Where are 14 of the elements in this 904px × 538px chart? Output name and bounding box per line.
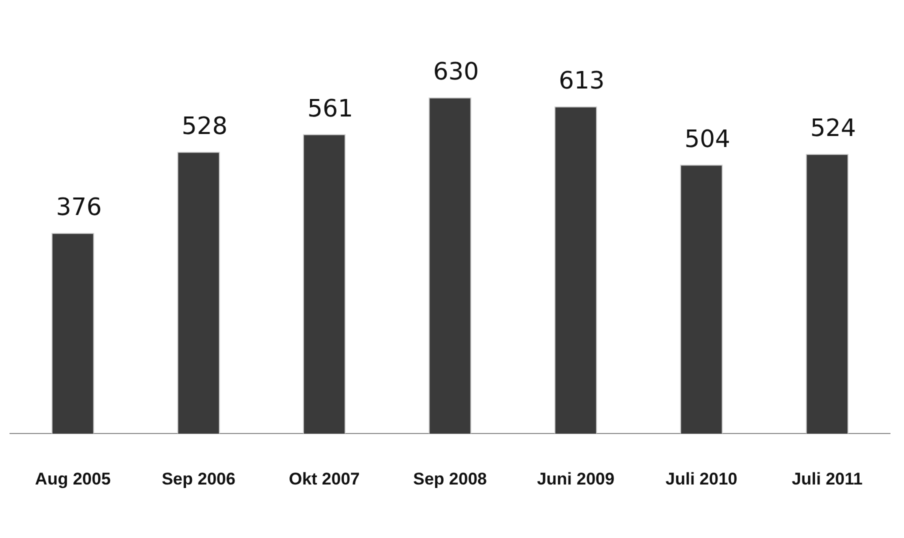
data-label: 528: [182, 112, 228, 140]
x-tick-label: Sep 2008: [413, 469, 487, 488]
data-label: 630: [433, 58, 479, 86]
x-tick-label: Juni 2009: [536, 469, 614, 488]
data-label: 561: [307, 94, 354, 122]
x-tick-label: Sep 2006: [162, 469, 236, 488]
data-label: 376: [56, 193, 102, 222]
data-label: 613: [558, 66, 605, 95]
x-tick-label: Juli 2010: [666, 469, 738, 488]
x-tick-label: Okt 2007: [288, 469, 360, 488]
data-label: 524: [810, 114, 856, 142]
data-label: 504: [684, 124, 730, 153]
x-tick-label: Aug 2005: [35, 469, 111, 488]
x-tick-label: Juli 2011: [792, 469, 863, 488]
